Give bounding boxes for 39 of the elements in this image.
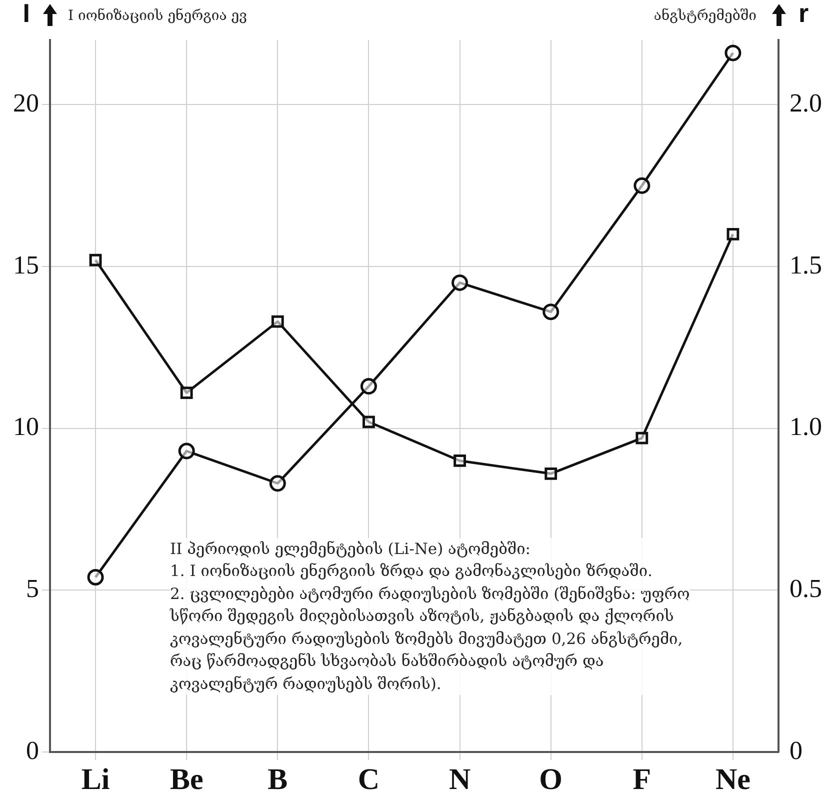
- point: [454, 454, 466, 467]
- x-tick-label: Li: [81, 762, 110, 796]
- point: [87, 568, 104, 586]
- y2-tick-label: 1.0: [790, 412, 822, 442]
- y2-tick-label: 0: [790, 736, 802, 765]
- y2-axis-title: r: [798, 0, 809, 28]
- point: [360, 378, 377, 395]
- point: [271, 315, 284, 328]
- y-tick-label: 15: [13, 250, 39, 280]
- point: [724, 44, 742, 62]
- point: [636, 432, 648, 444]
- point: [362, 416, 375, 428]
- x-tick-label: O: [539, 762, 563, 796]
- y-tick-label: 5: [26, 574, 39, 604]
- x-tick-label: N: [448, 762, 471, 796]
- x-tick-label: C: [358, 762, 380, 796]
- point: [89, 254, 102, 266]
- y-tick-label: 20: [13, 88, 39, 118]
- point: [542, 304, 560, 320]
- y2-tick-label: 2.0: [790, 88, 822, 118]
- x-tick-label: B: [268, 762, 288, 796]
- y-tick-label: 10: [13, 412, 39, 442]
- x-tick-label: Be: [170, 762, 204, 796]
- y2-tick-label: 0.5: [790, 574, 822, 604]
- annotation: II პერიოდის ელემენტების (Li-Ne) ატომებში: 1. I იონიზაციის ენერგიის ზრდა და გამონაკლისები ზრდაში. 2. ცვლილებები ატომური რადიუსების ზომებში (შენიშვნა: უფრო სწორი შედეგის მიღებისათვის აზოტის, ჟანგბადის და ქლორის კოვალენტური რადიუსების ზომებს მივუმატეთ 0,26 ანგსტრემი, რაც წარმოადგენს სხვაობას ნახშირბადის ატომურ და კოვალენტურ რადიუსებს შორის).: [170, 538, 690, 696]
- point: [544, 467, 558, 480]
- text: ანგსტრემებში: [652, 7, 756, 26]
- point: [726, 228, 740, 240]
- y2-tick-label: 1.5: [790, 250, 822, 280]
- y-axis-title: I: [22, 0, 30, 28]
- x-tick-label: Ne: [715, 762, 750, 796]
- y-tick-label: 0: [26, 736, 39, 765]
- point: [180, 386, 193, 399]
- text: I იონიზაციის ენერგია ევ: [68, 7, 248, 26]
- point: [178, 442, 195, 460]
- point: [634, 177, 650, 194]
- x-tick-label: F: [632, 762, 652, 796]
- point: [269, 475, 286, 492]
- point: [452, 274, 468, 291]
